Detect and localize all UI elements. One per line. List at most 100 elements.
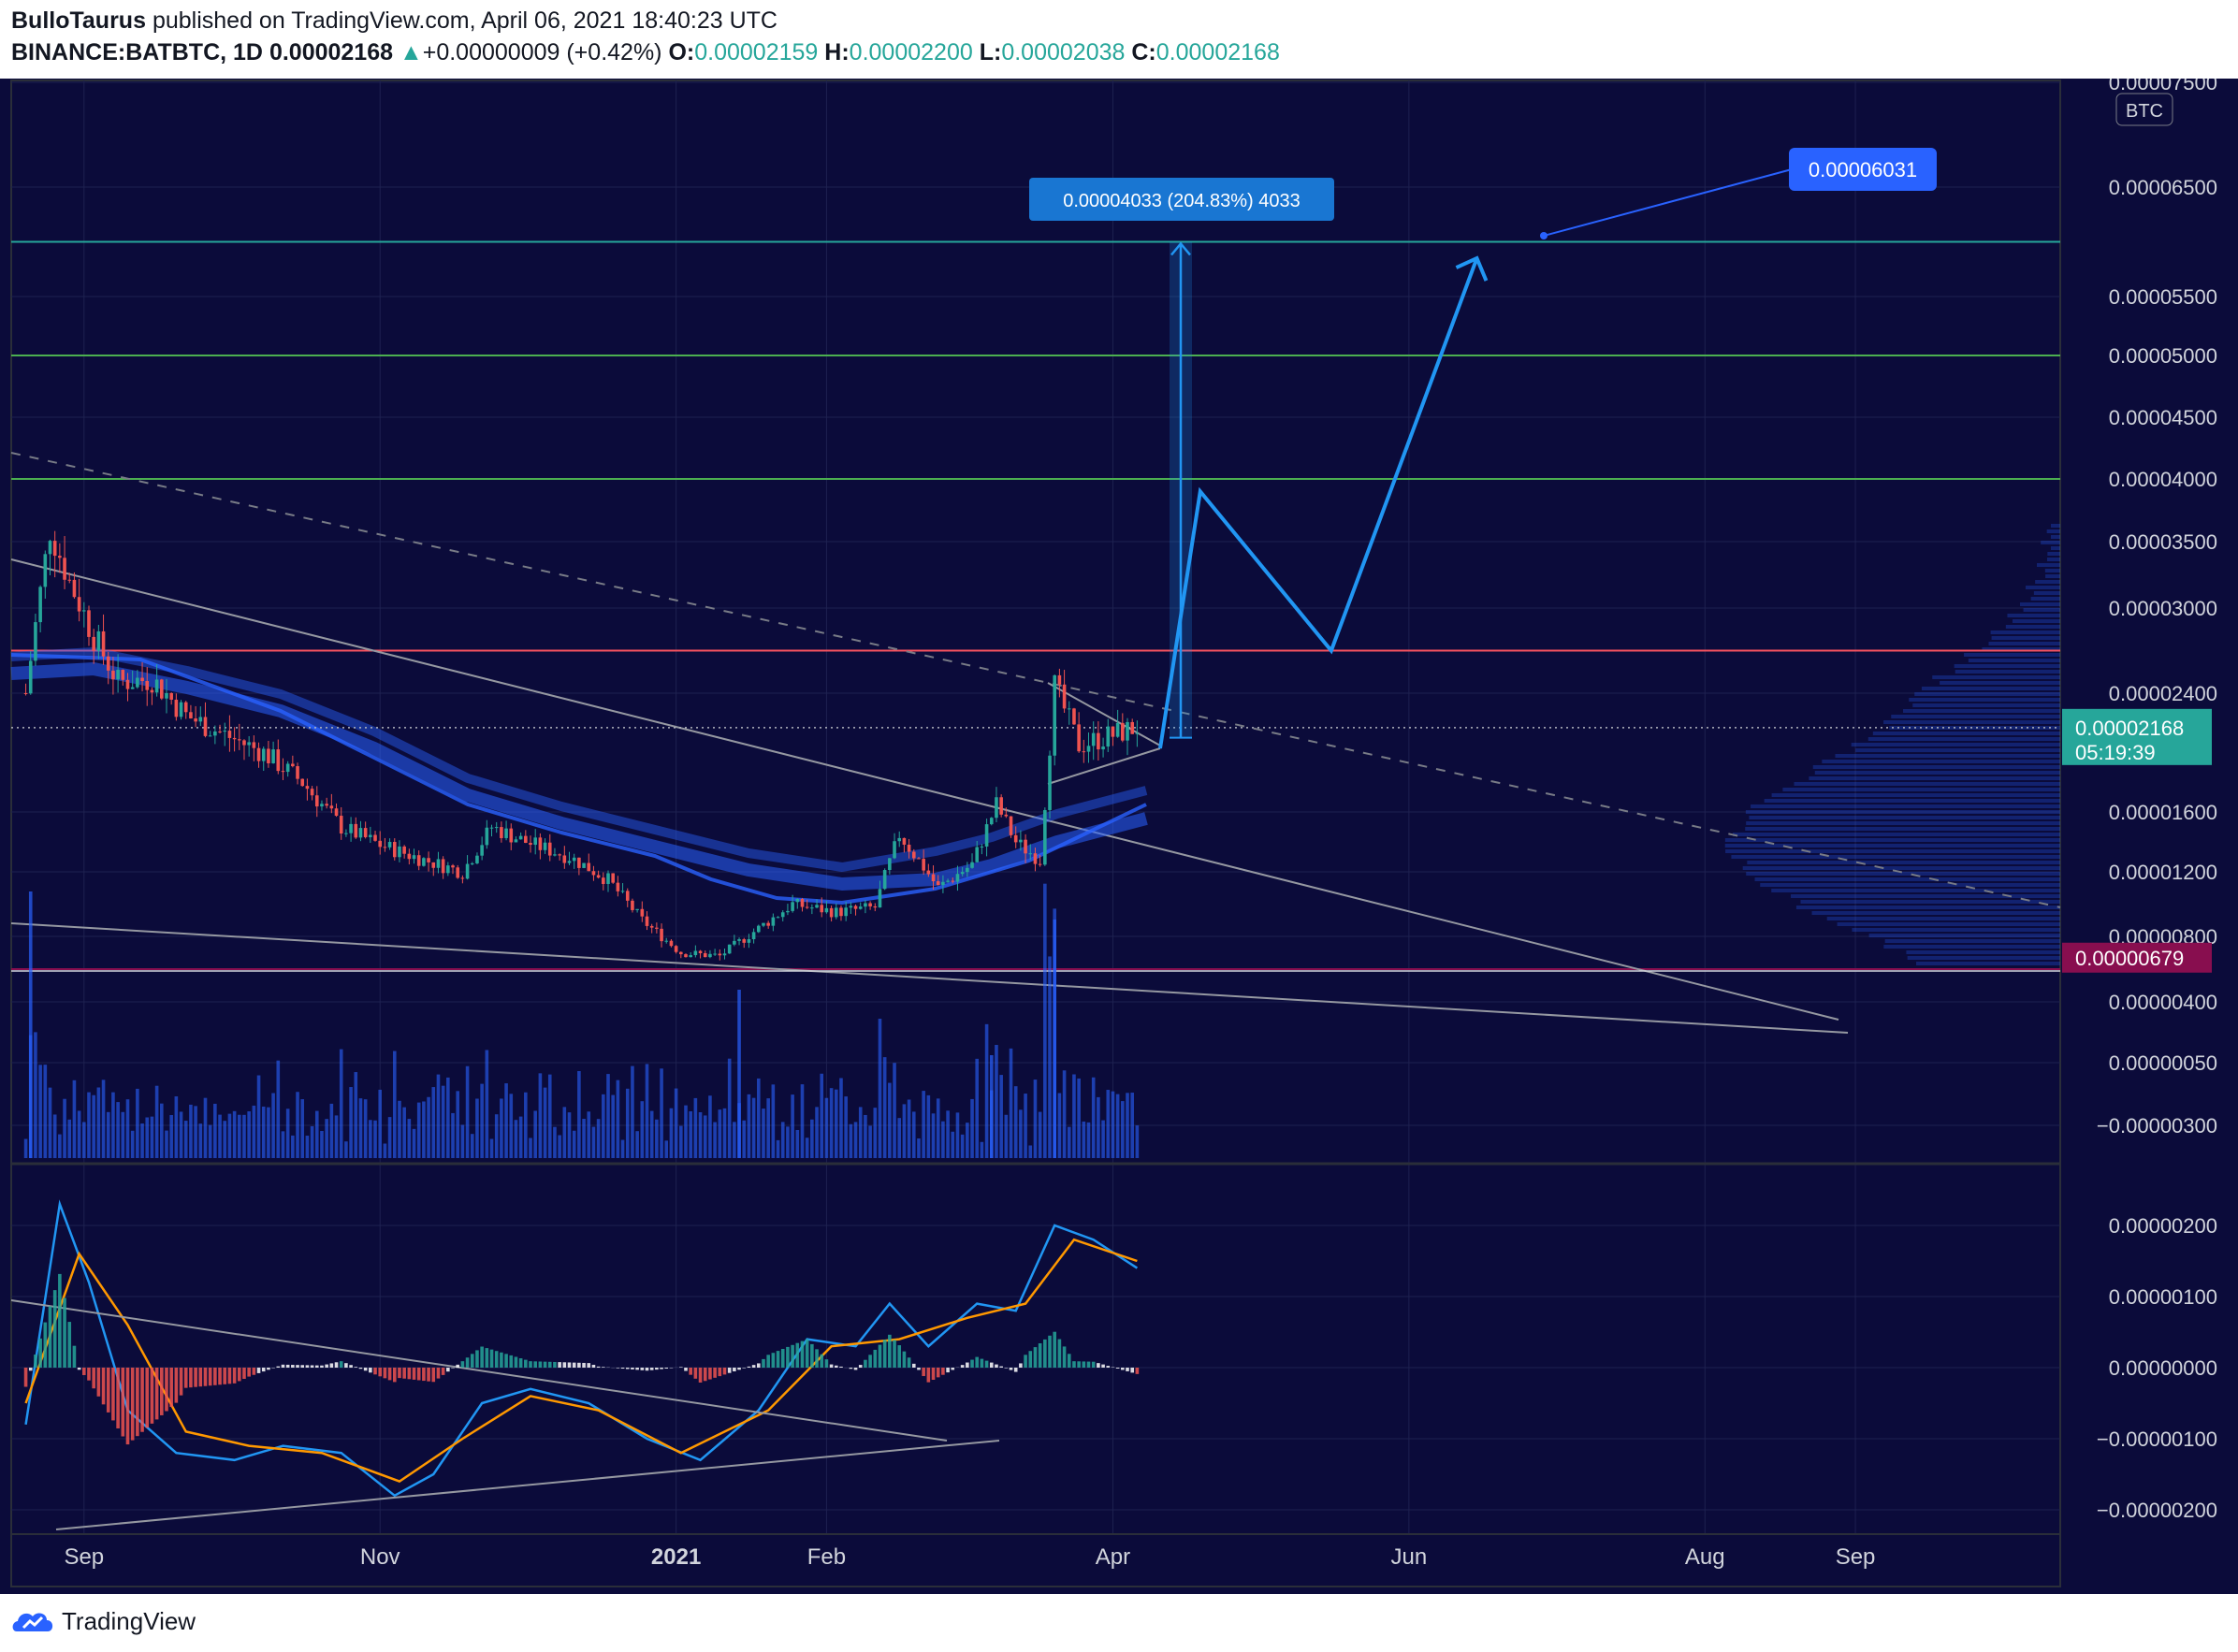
volume-bar	[364, 1099, 368, 1158]
candle-body	[791, 902, 794, 911]
candle-body	[160, 679, 164, 698]
candle-body	[777, 917, 780, 918]
price-tick-label: 0.00000050	[2109, 1051, 2217, 1075]
volume-bar	[402, 1108, 406, 1158]
candle-body	[131, 688, 135, 689]
volume-bar	[53, 1114, 57, 1158]
candle-body	[276, 749, 280, 771]
candle-body	[985, 824, 989, 847]
macd-histogram-bar	[1014, 1368, 1018, 1372]
volume-bar	[723, 1109, 727, 1158]
candle-body	[373, 835, 377, 841]
volume-profile-bar	[1914, 692, 2060, 696]
symbol-title[interactable]: BINANCE:BATBTC, 1D	[11, 39, 263, 65]
candle-body	[456, 867, 459, 877]
candle-body	[242, 740, 246, 745]
macd-histogram-bar	[480, 1347, 484, 1368]
macd-histogram-bar	[136, 1368, 139, 1436]
candle-body	[912, 852, 916, 859]
volume-bar	[271, 1094, 275, 1158]
volume-profile-bar	[1725, 844, 2060, 848]
last-price: 0.00002168	[269, 39, 393, 65]
volume-profile-bar	[2006, 625, 2060, 629]
macd-histogram-bar	[169, 1368, 173, 1407]
macd-histogram-bar	[893, 1340, 896, 1368]
volume-bar	[1063, 1070, 1067, 1158]
author-name[interactable]: BulloTaurus	[11, 7, 146, 34]
candle-body	[184, 703, 188, 713]
volume-bar	[78, 1110, 81, 1158]
volume-bar	[1024, 1094, 1027, 1158]
volume-profile-bar	[1838, 922, 2060, 926]
volume-bar	[704, 1115, 707, 1158]
price-tick-label: 0.00002400	[2109, 682, 2217, 705]
close-value: 0.00002168	[1156, 39, 1280, 65]
macd-histogram-bar	[102, 1368, 106, 1404]
volume-bar	[151, 1117, 154, 1158]
candle-body	[213, 732, 217, 735]
macd-histogram-bar	[539, 1361, 543, 1368]
macd-histogram-bar	[417, 1368, 421, 1380]
chart-svg[interactable]: 0.00007500 0.00006500 0.00005500 0.00005000…	[0, 79, 2238, 1594]
volume-bar	[893, 1063, 896, 1158]
volume-bar	[883, 1057, 887, 1158]
volume-bar	[786, 1126, 790, 1158]
candle-body	[1136, 733, 1140, 734]
macd-histogram-bar	[213, 1368, 217, 1385]
candle-body	[563, 855, 567, 862]
volume-bar	[131, 1131, 135, 1158]
candle-body	[606, 873, 610, 883]
candle-body	[664, 941, 668, 942]
volume-bar	[140, 1123, 144, 1158]
macd-histogram-bar	[558, 1362, 561, 1368]
macd-histogram-bar	[349, 1365, 353, 1368]
candle-body	[340, 816, 343, 833]
candle-body	[524, 836, 528, 843]
macd-histogram-bar	[282, 1365, 285, 1368]
candle-body	[63, 558, 66, 579]
macd-histogram-bar	[233, 1368, 237, 1384]
macd-histogram-bar	[466, 1357, 470, 1368]
candle-body	[325, 804, 328, 805]
candle-body	[981, 847, 984, 848]
candle-body	[544, 843, 547, 850]
volume-spike	[990, 1055, 994, 1158]
volume-profile-bar	[1815, 771, 2060, 775]
volume-bar	[868, 1125, 872, 1158]
candle-body	[529, 843, 532, 845]
price-tick-label: 0.00000400	[2109, 991, 2217, 1014]
brand-name[interactable]: TradingView	[62, 1607, 196, 1636]
macd-histogram-bar	[495, 1351, 499, 1368]
candle-body	[888, 858, 892, 870]
macd-histogram-bar	[927, 1368, 931, 1383]
volume-bar	[1101, 1121, 1105, 1158]
volume-bar	[67, 1120, 71, 1158]
candle-body	[839, 907, 843, 916]
macd-histogram-bar	[1058, 1340, 1062, 1368]
candle-body	[515, 839, 518, 842]
macd-histogram-bar	[786, 1347, 790, 1368]
macd-histogram-bar	[573, 1363, 576, 1368]
candle-body	[1034, 853, 1038, 863]
volume-profile-bar	[2024, 608, 2060, 612]
candle-body	[422, 858, 426, 865]
candle-body	[835, 907, 838, 917]
cloud-logo-icon[interactable]	[11, 1603, 54, 1641]
candle-body	[145, 681, 149, 690]
support-price-tag-text: 0.00000679	[2075, 947, 2184, 970]
macd-histogram-bar	[291, 1365, 295, 1368]
candle-body	[602, 877, 605, 884]
macd-histogram-bar	[87, 1368, 91, 1381]
macd-histogram-bar	[1077, 1361, 1081, 1368]
volume-profile-bar	[1746, 810, 2060, 814]
macd-histogram-bar	[194, 1368, 197, 1387]
volume-profile-bar	[1964, 653, 2060, 657]
candle-body	[1072, 708, 1076, 724]
candle-body	[384, 847, 387, 848]
macd-histogram-bar	[140, 1368, 144, 1432]
volume-bar	[233, 1111, 237, 1158]
candle-body	[879, 889, 882, 907]
candle-body	[320, 804, 324, 806]
low-value: 0.00002038	[1001, 39, 1125, 65]
volume-profile-bar	[1922, 687, 2060, 690]
